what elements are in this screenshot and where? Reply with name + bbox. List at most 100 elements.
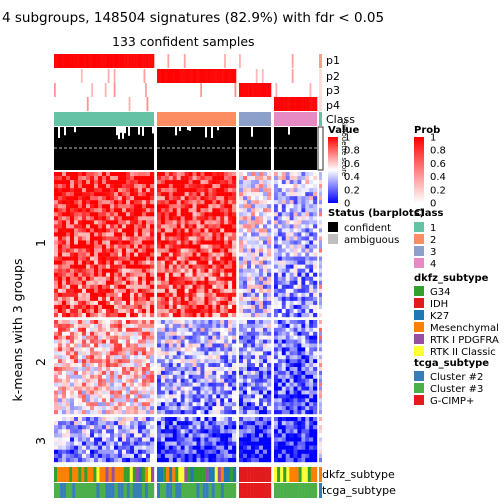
- heatmap-cell: [212, 264, 217, 269]
- heatmap-cell: [164, 374, 170, 379]
- heatmap-cell: [106, 386, 111, 391]
- heatmap-cell: [176, 240, 181, 245]
- heatmap-cell: [106, 378, 111, 383]
- heatmap-cell: [239, 374, 244, 379]
- heatmap-cell: [160, 410, 166, 415]
- heatmap-cell: [301, 398, 306, 403]
- dkfz-cell: [286, 467, 290, 482]
- heatmap-cell: [200, 339, 205, 344]
- heatmap-cell: [243, 176, 248, 181]
- heatmap-cell: [196, 296, 201, 302]
- heatmap-cell: [313, 284, 318, 290]
- heatmap-cell: [122, 192, 127, 197]
- heatmap-cell: [267, 272, 272, 277]
- heatmap-cell: [176, 355, 181, 360]
- heatmap-cell: [74, 180, 79, 185]
- heatmap-cell: [196, 248, 201, 253]
- heatmap-cell: [160, 417, 166, 422]
- heatmap-cell: [267, 292, 272, 298]
- heatmap-cell: [239, 248, 244, 253]
- heatmap-cell: [289, 248, 294, 253]
- heatmap-cell: [281, 359, 286, 364]
- heatmap-cell: [305, 208, 310, 213]
- heatmap-cell: [118, 308, 123, 314]
- heatmap-cell: [208, 280, 213, 285]
- heatmap-cell: [110, 453, 115, 459]
- heatmap-cell: [220, 204, 225, 209]
- heatmap-cell: [255, 449, 260, 455]
- heatmap-cell: [228, 236, 233, 241]
- heatmap-cell: [146, 284, 151, 290]
- heatmap-cell: [196, 256, 201, 261]
- heatmap-cell: [70, 184, 75, 189]
- heatmap-cell: [301, 296, 306, 302]
- heatmap-cell: [106, 236, 111, 241]
- heatmap-cell: [281, 228, 286, 233]
- heatmap-cell: [90, 457, 95, 463]
- heatmap-cell: [293, 204, 298, 209]
- heatmap-cell: [168, 288, 173, 294]
- heatmap-cell: [86, 453, 91, 459]
- heatmap-cell: [243, 228, 248, 233]
- heatmap-cell: [157, 406, 162, 411]
- heatmap-cell: [86, 398, 91, 403]
- heatmap-cell: [263, 449, 268, 455]
- heatmap-cell: [157, 457, 162, 463]
- heatmap-cell: [90, 256, 95, 261]
- heatmap-cell: [142, 343, 147, 348]
- heatmap-cell: [130, 180, 135, 185]
- heatmap-cell: [305, 347, 310, 352]
- heatmap-cell: [216, 417, 221, 422]
- heatmap-cell: [54, 394, 59, 399]
- heatmap-cell: [204, 374, 209, 379]
- heatmap-cell: [267, 386, 272, 391]
- silhouette-gap: [179, 127, 181, 132]
- heatmap-cell: [196, 382, 201, 387]
- heatmap-cell: [301, 272, 306, 277]
- heatmap-side-cell: [319, 437, 322, 442]
- heatmap-cell: [208, 296, 213, 302]
- heatmap-cell: [255, 308, 260, 314]
- prob-cell: [224, 54, 226, 68]
- heatmap-cell: [224, 268, 229, 273]
- heatmap-cell: [168, 327, 173, 332]
- heatmap-cell: [212, 244, 217, 249]
- heatmap-cell: [150, 343, 155, 348]
- heatmap-cell: [122, 176, 127, 181]
- heatmap-cell: [274, 208, 279, 213]
- heatmap-cell: [243, 284, 248, 290]
- heatmap-cell: [259, 410, 264, 415]
- heatmap-side-cell: [319, 224, 322, 229]
- dkfz-cell: [220, 467, 225, 482]
- heatmap-cell: [126, 220, 131, 225]
- heatmap-cell: [160, 292, 166, 298]
- heatmap-cell: [212, 429, 217, 434]
- heatmap-cell: [251, 284, 256, 290]
- heatmap-cell: [277, 240, 283, 245]
- heatmap-cell: [90, 244, 95, 249]
- heatmap-cell: [305, 232, 310, 237]
- heatmap-cell: [66, 236, 71, 241]
- heatmap-cell: [130, 429, 135, 434]
- heatmap-cell: [188, 188, 193, 193]
- heatmap-cell: [243, 390, 248, 395]
- heatmap-cell: [54, 323, 59, 329]
- heatmap-cell: [305, 236, 310, 241]
- heatmap-cell: [58, 308, 63, 314]
- heatmap-cell: [192, 335, 197, 340]
- heatmap-cell: [297, 370, 302, 376]
- heatmap-cell: [118, 192, 123, 197]
- heatmap-cell: [122, 347, 127, 352]
- heatmap-cell: [232, 272, 237, 277]
- heatmap-cell: [150, 390, 155, 395]
- heatmap-cell: [216, 244, 221, 249]
- heatmap-cell: [106, 457, 111, 463]
- heatmap-cell: [157, 192, 162, 197]
- heatmap-cell: [62, 268, 67, 273]
- row-group-label-2: 2: [33, 358, 48, 366]
- heatmap-cell: [267, 284, 272, 290]
- heatmap-cell: [267, 216, 272, 221]
- heatmap-cell: [239, 200, 244, 205]
- heatmap-cell: [305, 172, 310, 177]
- heatmap-cell: [297, 296, 302, 302]
